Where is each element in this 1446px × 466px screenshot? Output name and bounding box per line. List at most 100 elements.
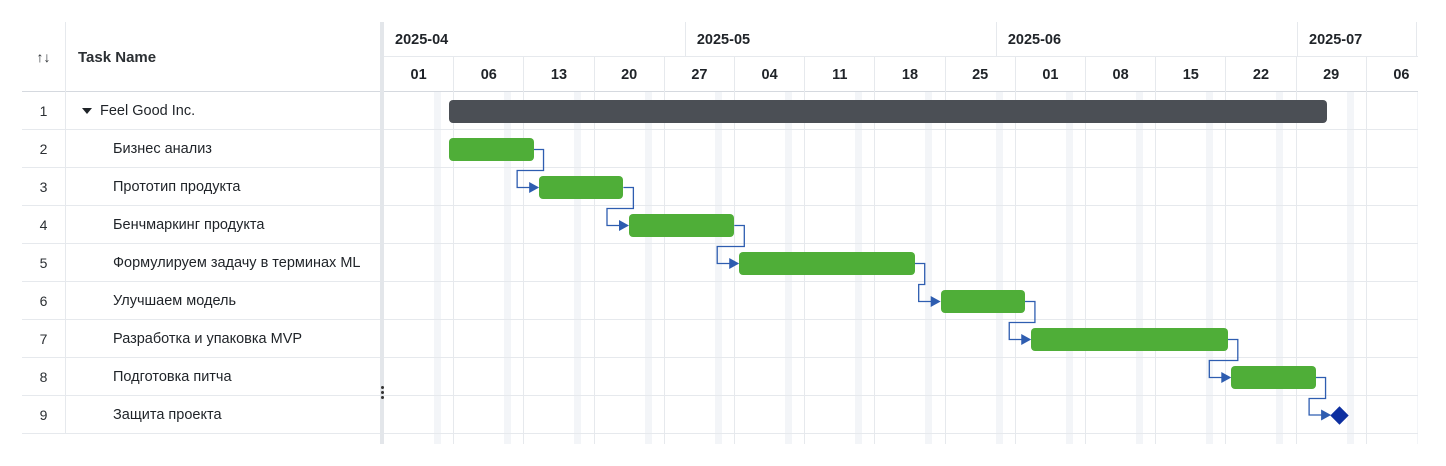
resize-handle-icon[interactable] (376, 382, 388, 402)
row-number: 5 (22, 244, 66, 282)
task-name[interactable]: Бизнес анализ (113, 130, 212, 168)
task-bar[interactable] (1031, 328, 1228, 351)
table-row[interactable]: 4 Бенчмаркинг продукта (22, 206, 382, 244)
weekend-band (995, 92, 1003, 444)
task-name[interactable]: Формулируем задачу в терминах ML (113, 244, 360, 282)
table-row[interactable]: 7 Разработка и упаковка MVP (22, 320, 382, 358)
row-number: 8 (22, 358, 66, 396)
row-number: 2 (22, 130, 66, 168)
dependency-link[interactable] (516, 148, 545, 189)
week-gridline (1155, 92, 1157, 444)
weekend-band (1136, 92, 1143, 444)
weekend-band (925, 92, 933, 444)
week-gridline (944, 92, 946, 444)
task-name-label: Улучшаем модель (113, 293, 237, 309)
week-header: 06 (1367, 57, 1418, 92)
week-header: 13 (524, 57, 595, 92)
task-bar[interactable] (739, 252, 915, 275)
weekend-band (574, 92, 582, 444)
dependency-link[interactable] (1208, 338, 1239, 379)
table-row[interactable]: 6 Улучшаем модель (22, 282, 382, 320)
collapse-caret-icon[interactable] (82, 108, 92, 114)
task-name-label: Бенчмаркинг продукта (113, 217, 265, 233)
week-gridline (523, 92, 525, 444)
dependency-links (516, 148, 1332, 421)
week-header: 25 (946, 57, 1016, 92)
task-bar[interactable] (539, 176, 624, 199)
task-name[interactable]: Подготовка питча (113, 358, 232, 396)
task-bar[interactable] (940, 290, 1025, 313)
task-name-label: Подготовка питча (113, 369, 232, 385)
weekend-band (644, 92, 652, 444)
table-row[interactable]: 2 Бизнес анализ (22, 130, 382, 168)
dependency-link[interactable] (1308, 376, 1327, 416)
gantt-chart: ↑↓ Task Name 1 Feel Good Inc. 2 Бизнес анал… (22, 22, 1418, 444)
row-number: 9 (22, 396, 66, 434)
timeline-row (384, 92, 1418, 130)
task-bar[interactable] (628, 214, 735, 237)
week-gridline (593, 92, 595, 444)
timeline-row (384, 206, 1418, 244)
project-bar[interactable] (449, 100, 1327, 123)
task-bar[interactable] (1231, 366, 1316, 389)
month-header: 2025-07 (1298, 22, 1418, 57)
week-header: 01 (1016, 57, 1086, 92)
weekend-band (714, 92, 722, 444)
task-name-label: Разработка и упаковка MVP (113, 331, 303, 347)
task-name[interactable]: Прототип продукта (113, 168, 241, 206)
link-arrow-icon (1021, 334, 1032, 345)
task-name-label: Формулируем задачу в терминах ML (113, 255, 361, 271)
table-row[interactable]: 9 Защита проекта (22, 396, 382, 434)
weekend-band (1276, 92, 1284, 444)
grid-header: ↑↓ Task Name (22, 22, 382, 92)
timeline-row (384, 358, 1418, 396)
task-name[interactable]: Разработка и упаковка MVP (113, 320, 302, 358)
sort-icon[interactable]: ↑↓ (22, 22, 66, 92)
task-name[interactable]: Защита проекта (113, 396, 222, 434)
dependency-link[interactable] (914, 262, 932, 303)
task-name-label: Бизнес анализ (113, 141, 212, 157)
link-arrow-icon (618, 220, 629, 231)
timeline-row (384, 282, 1418, 320)
task-name-label: Защита проекта (113, 407, 222, 423)
dependency-link[interactable] (1008, 300, 1036, 341)
month-header: 2025-04 (384, 22, 686, 57)
week-gridline (1085, 92, 1086, 444)
timeline-row (384, 168, 1418, 206)
dependency-link[interactable] (606, 186, 635, 227)
timeline-row (384, 396, 1418, 434)
task-name-header[interactable]: Task Name (78, 48, 157, 66)
task-name[interactable]: Улучшаем модель (113, 282, 236, 320)
week-gridline (1295, 92, 1297, 444)
timeline-row (384, 130, 1418, 168)
link-arrow-icon (1221, 372, 1232, 383)
weekend-band (434, 92, 441, 444)
row-number: 4 (22, 206, 66, 244)
table-row[interactable]: 8 Подготовка питча (22, 358, 382, 396)
week-header: 29 (1297, 57, 1367, 92)
timeline: 2025-04 2025-05 2025-06 2025-07 01 06 13 20 27 0… (384, 22, 1418, 444)
weekend-band (1206, 92, 1214, 444)
table-row[interactable]: 3 Прототип продукта (22, 168, 382, 206)
link-arrow-icon (930, 296, 941, 307)
task-name[interactable]: Feel Good Inc. (82, 92, 195, 130)
grid-splitter[interactable] (380, 22, 384, 444)
table-row[interactable]: 1 Feel Good Inc. (22, 92, 382, 130)
table-row[interactable]: 5 Формулируем задачу в терминах ML (22, 244, 382, 282)
link-arrow-icon (529, 182, 540, 193)
timeline-row (384, 244, 1418, 282)
dependency-link[interactable] (716, 224, 745, 265)
week-header: 22 (1226, 57, 1297, 92)
task-name[interactable]: Бенчмаркинг продукта (113, 206, 264, 244)
row-number: 7 (22, 320, 66, 358)
task-name-label: Прототип продукта (113, 179, 241, 195)
link-arrow-icon (1321, 409, 1332, 421)
task-bar[interactable] (449, 138, 534, 161)
timeline-row (384, 320, 1418, 358)
row-number: 3 (22, 168, 66, 206)
week-header: 27 (665, 57, 735, 92)
week-gridline (1225, 92, 1227, 444)
week-header: 15 (1156, 57, 1227, 92)
task-name-label: Feel Good Inc. (100, 103, 196, 119)
week-header: 08 (1086, 57, 1157, 92)
